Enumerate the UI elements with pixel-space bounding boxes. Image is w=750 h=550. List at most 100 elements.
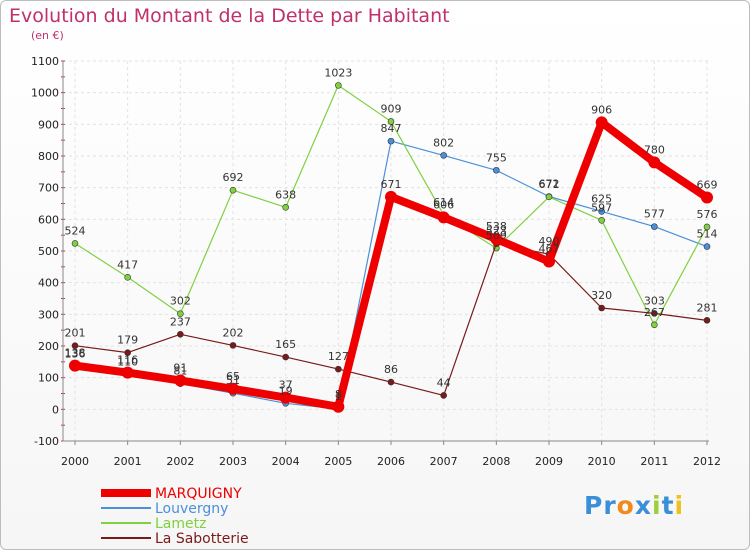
y-tick-label: 900 — [38, 118, 59, 131]
x-tick-label: 2005 — [324, 455, 352, 468]
data-label: 179 — [117, 334, 138, 347]
y-tick-label: 700 — [38, 182, 59, 195]
y-tick-label: 1000 — [31, 87, 59, 100]
data-point — [387, 137, 395, 145]
data-point — [598, 304, 605, 312]
data-point — [332, 400, 345, 413]
data-label: 614 — [433, 196, 454, 209]
data-point — [69, 359, 81, 372]
data-point — [279, 391, 292, 404]
data-label: 467 — [539, 242, 560, 255]
legend-label: La Sabotterie — [155, 531, 249, 547]
data-point — [124, 273, 131, 281]
logo-letter: t — [661, 491, 675, 520]
data-point — [229, 342, 237, 349]
y-tick-label: 500 — [38, 245, 59, 258]
data-label: 669 — [697, 178, 718, 191]
legend-label: Lametz — [155, 516, 206, 532]
data-label: 8 — [335, 388, 342, 401]
data-label: 909 — [381, 102, 402, 115]
data-point — [71, 240, 79, 247]
x-tick-label: 2007 — [430, 455, 458, 468]
data-point — [227, 382, 239, 395]
data-label: 91 — [173, 362, 187, 375]
data-point — [701, 191, 713, 204]
data-point — [651, 321, 658, 329]
data-label: 847 — [381, 122, 402, 135]
y-tick-label: 200 — [38, 340, 59, 353]
data-label: 671 — [381, 178, 402, 191]
data-label: 514 — [697, 228, 718, 241]
data-label: 44 — [437, 376, 451, 389]
logo-letter: o — [616, 491, 635, 520]
data-point — [598, 216, 605, 224]
data-label: 237 — [170, 315, 191, 328]
data-label: 672 — [539, 178, 560, 191]
y-tick-label: 800 — [38, 150, 59, 163]
x-tick-label: 2001 — [114, 455, 142, 468]
data-point — [651, 223, 658, 230]
data-label: 780 — [644, 143, 665, 156]
data-point — [174, 374, 187, 387]
data-label: 65 — [226, 370, 240, 383]
data-label: 281 — [697, 301, 718, 314]
data-point — [437, 211, 450, 224]
data-label: 19 — [279, 384, 293, 397]
data-label: 201 — [65, 327, 86, 340]
logo-letter: x — [634, 491, 652, 520]
data-point — [71, 342, 79, 349]
data-label: 302 — [170, 295, 191, 308]
data-point — [387, 118, 395, 125]
logo-letter: r — [603, 491, 617, 520]
data-label: 81 — [173, 365, 187, 378]
data-point — [124, 349, 131, 356]
data-point — [493, 166, 500, 174]
data-label: 802 — [433, 136, 454, 149]
data-label: 86 — [384, 363, 398, 376]
data-point — [545, 193, 553, 201]
legend-label: Louvergny — [155, 501, 228, 517]
x-tick-label: 2008 — [482, 455, 510, 468]
x-tick-label: 2011 — [640, 455, 668, 468]
data-label: 267 — [644, 306, 665, 319]
data-label: 509 — [486, 229, 507, 242]
x-tick-label: 2000 — [61, 455, 89, 468]
data-point — [440, 152, 447, 159]
data-label: 625 — [591, 192, 612, 205]
data-point — [335, 365, 342, 373]
data-label: 417 — [117, 258, 138, 271]
logo-letter: i — [652, 491, 662, 520]
data-point — [703, 243, 711, 250]
data-label: 1 — [335, 390, 342, 403]
data-label: 538 — [486, 220, 507, 233]
x-tick-label: 2002 — [166, 455, 194, 468]
data-point — [703, 223, 711, 231]
data-point — [282, 353, 289, 361]
data-point — [387, 378, 395, 386]
data-label: 127 — [328, 350, 349, 363]
data-label: 906 — [591, 103, 612, 116]
data-label: 597 — [591, 201, 612, 214]
data-label: 320 — [591, 289, 612, 302]
data-label: 303 — [644, 294, 665, 307]
data-point — [595, 116, 608, 129]
x-tick-label: 2010 — [588, 455, 616, 468]
data-label: 755 — [486, 151, 507, 164]
y-tick-label: 300 — [38, 308, 59, 321]
x-tick-label: 2009 — [535, 455, 563, 468]
data-point — [648, 156, 661, 169]
data-point — [651, 310, 658, 317]
data-point — [598, 208, 605, 215]
data-label: 165 — [275, 338, 296, 351]
data-point — [335, 82, 342, 89]
data-point — [440, 392, 447, 399]
y-tick-label: -100 — [34, 435, 59, 448]
data-point — [703, 317, 711, 324]
data-label: 138 — [65, 347, 86, 360]
y-tick-label: 0 — [52, 403, 59, 416]
data-label: 110 — [117, 356, 138, 369]
data-point — [490, 232, 503, 245]
data-point — [177, 330, 184, 338]
